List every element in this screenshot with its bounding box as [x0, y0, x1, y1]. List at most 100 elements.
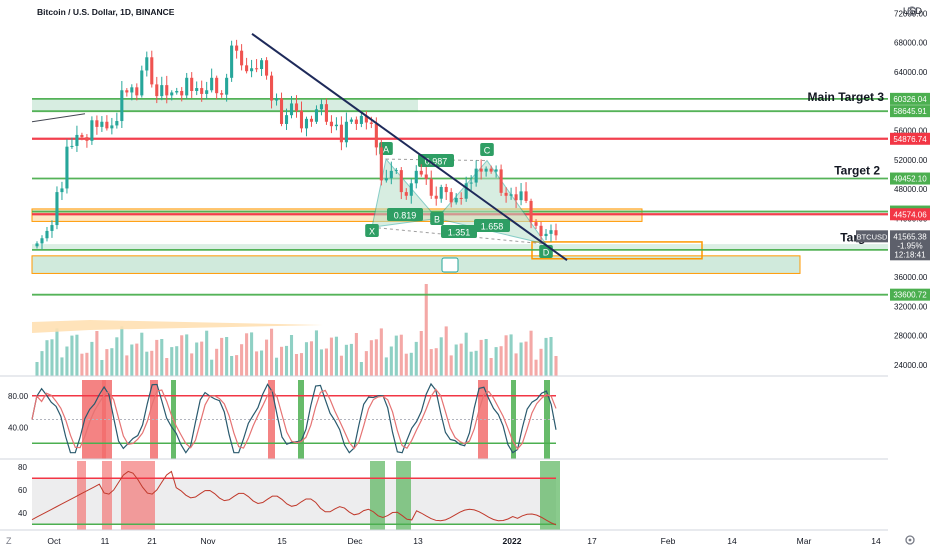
- volume-bar: [95, 331, 99, 376]
- zone-border: [31, 255, 801, 274]
- volume-bar: [225, 337, 229, 376]
- symbol-title: Bitcoin / U.S. Dollar, 1D, BINANCE: [37, 7, 175, 17]
- volume-bar: [45, 340, 49, 376]
- volume-bar: [200, 341, 204, 376]
- volume-bar: [484, 339, 488, 376]
- candle-body: [80, 134, 84, 138]
- trendline[interactable]: [31, 33, 568, 262]
- volume-bar: [235, 355, 239, 376]
- time-tick: 14: [871, 536, 881, 546]
- candle-body: [105, 121, 109, 129]
- descending-trendline[interactable]: [251, 33, 568, 262]
- price-axis-bg: [888, 0, 932, 550]
- time-axis[interactable]: Oct 11 21 Nov 15 Dec 13 2022 17 Feb 14 Mar 14: [47, 536, 881, 546]
- volume-bar: [220, 337, 224, 376]
- candle-body: [384, 178, 388, 181]
- candle-body: [60, 188, 64, 193]
- harmonic-ratio: 1.351: [448, 228, 471, 238]
- candle-body: [404, 192, 408, 196]
- candle-body: [125, 90, 129, 93]
- candle-body: [549, 230, 553, 234]
- rsi-overbought-band: [102, 461, 112, 530]
- candle-body: [539, 225, 543, 237]
- candle-body: [130, 87, 134, 93]
- countdown: 12:18:41: [894, 250, 926, 259]
- volume-bar: [464, 332, 468, 376]
- candle-body: [439, 186, 443, 199]
- volume-bar: [140, 332, 144, 376]
- stoch-oversold-band: [544, 380, 550, 459]
- harmonic-ratio-bg: [387, 208, 423, 221]
- price-label: 54876.74: [893, 135, 927, 144]
- volume-bar: [369, 340, 373, 376]
- candle-body: [40, 238, 44, 244]
- candle-body: [225, 77, 229, 95]
- volume-bar: [354, 333, 358, 376]
- candle-body: [509, 194, 513, 196]
- volume-bar: [50, 339, 54, 376]
- volume-bar: [210, 359, 214, 376]
- harmonic-point-b: B: [434, 215, 440, 225]
- volume-bar: [309, 341, 314, 376]
- volume-bar: [474, 350, 478, 376]
- price-tick: 56000.00: [894, 127, 928, 136]
- candle-body: [359, 115, 363, 124]
- time-tick: 13: [413, 536, 423, 546]
- stochastic-pane: 80.00 40.00: [8, 380, 557, 459]
- volume-bar: [469, 351, 473, 376]
- candle-body: [494, 169, 498, 172]
- candle-body: [379, 147, 383, 181]
- candle-body: [414, 170, 418, 184]
- candle-body: [195, 88, 199, 91]
- small-trendline: [31, 113, 86, 123]
- rsi-tick: 40: [18, 509, 27, 518]
- volume-bar: [494, 347, 498, 376]
- rsi-overbought-band: [77, 461, 86, 530]
- volume-bar: [110, 348, 114, 376]
- volume-bar: [205, 330, 209, 376]
- candle-body: [85, 137, 89, 141]
- current-change: -1.95%: [897, 241, 922, 250]
- zone-rect: [32, 98, 418, 112]
- volume-bar: [439, 337, 443, 376]
- volume-bar: [364, 351, 368, 376]
- target-label: Target 2: [834, 164, 880, 178]
- harmonic-point-x: X: [369, 227, 375, 237]
- volume-bar: [125, 355, 129, 376]
- volume-bar: [155, 339, 159, 376]
- volume-bar: [544, 337, 548, 376]
- price-tick: 32000.00: [894, 302, 928, 311]
- candle-body: [319, 104, 323, 110]
- harmonic-ratio-bg: [474, 219, 510, 232]
- volume-bar: [504, 335, 508, 376]
- volume-bar: [85, 352, 89, 376]
- settings-gear-icon[interactable]: [907, 6, 917, 16]
- z-toggle[interactable]: Z: [6, 536, 12, 546]
- price-tick: 52000.00: [894, 156, 928, 165]
- candle-body: [180, 90, 184, 96]
- price-label: 60326.04: [893, 95, 927, 104]
- price-label: 49452.10: [893, 175, 927, 184]
- candle-body: [110, 125, 114, 129]
- volume-bar: [414, 341, 418, 376]
- settings-gear-icon-bottom[interactable]: [905, 535, 915, 545]
- candle-body: [50, 225, 54, 231]
- candle-body: [389, 170, 393, 179]
- volume-bar: [175, 346, 179, 376]
- volume-bar: [329, 337, 333, 376]
- volume-bar: [359, 362, 363, 376]
- price-tick: 64000.00: [894, 68, 928, 77]
- price-label-bg: [890, 92, 930, 105]
- candle-body: [424, 174, 428, 179]
- candles: [35, 39, 558, 250]
- candle-body: [294, 103, 299, 111]
- candle-body: [544, 233, 548, 237]
- volume-bar: [120, 326, 124, 376]
- stoch-tick: 80.00: [8, 392, 29, 401]
- candle-body: [449, 192, 453, 203]
- candle-body: [344, 121, 348, 143]
- target-label: Main Target 3: [808, 90, 885, 104]
